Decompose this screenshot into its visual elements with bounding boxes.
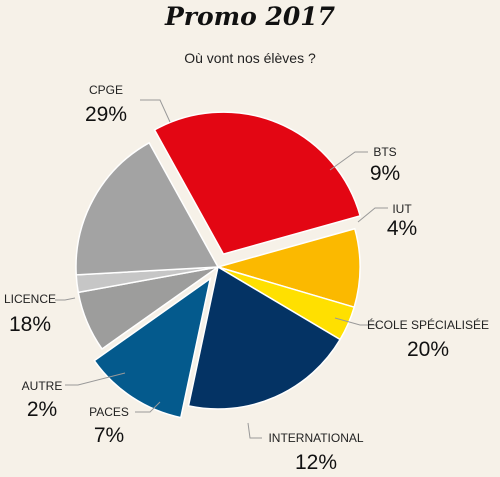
- leader-lines: [55, 99, 388, 439]
- leader-line-ecole-specialisee: [334, 317, 378, 326]
- leader-line-bts: [329, 151, 368, 171]
- pie-slice-licence: [75, 141, 220, 276]
- slice-label-cpge: CPGE: [89, 83, 123, 97]
- pie-slice-bts: [215, 227, 361, 309]
- leader-line-paces: [135, 401, 161, 413]
- slice-label-international: INTERNATIONAL: [268, 431, 363, 445]
- slice-value-bts: 9%: [370, 162, 400, 185]
- slice-value-licence: 18%: [9, 313, 51, 336]
- slice-value-international: 12%: [295, 451, 337, 474]
- pie-slices: [75, 111, 362, 419]
- pie-slice-cpge: [153, 111, 362, 255]
- slice-label-licence: LICENCE: [4, 292, 56, 306]
- chart-title: Promo 2017: [164, 2, 336, 31]
- chart-subtitle: Où vont nos élèves ?: [184, 50, 316, 66]
- slice-value-iut: 4%: [387, 217, 417, 240]
- slice-label-bts: BTS: [373, 145, 396, 159]
- slice-value-ecole-specialisee: 20%: [407, 338, 449, 361]
- pie-slice-ecole-specialisee: [187, 265, 342, 410]
- leader-line-international: [247, 422, 262, 439]
- leader-line-licence: [55, 297, 76, 301]
- slice-label-autre: AUTRE: [22, 379, 63, 393]
- slice-label-paces: PACES: [89, 405, 129, 419]
- leader-line-cpge: [140, 99, 171, 123]
- slice-value-paces: 7%: [94, 424, 124, 447]
- slice-value-autre: 2%: [27, 398, 57, 421]
- pie-slice-international: [93, 276, 212, 419]
- slice-label-ecole-specialisee: ÉCOLE SPÉCIALISÉE: [367, 317, 489, 332]
- leader-line-autre: [65, 372, 126, 386]
- leader-line-iut: [357, 207, 388, 223]
- slice-value-cpge: 29%: [85, 103, 127, 126]
- slice-label-iut: IUT: [392, 202, 412, 216]
